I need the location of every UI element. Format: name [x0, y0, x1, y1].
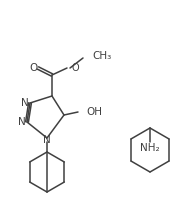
Text: O: O [29, 63, 37, 73]
Text: NH₂: NH₂ [140, 143, 160, 153]
Text: N: N [21, 98, 29, 108]
Text: O: O [71, 63, 79, 73]
Text: N: N [43, 135, 51, 145]
Text: OH: OH [86, 107, 102, 117]
Text: CH₃: CH₃ [92, 51, 111, 61]
Text: N: N [18, 117, 26, 127]
